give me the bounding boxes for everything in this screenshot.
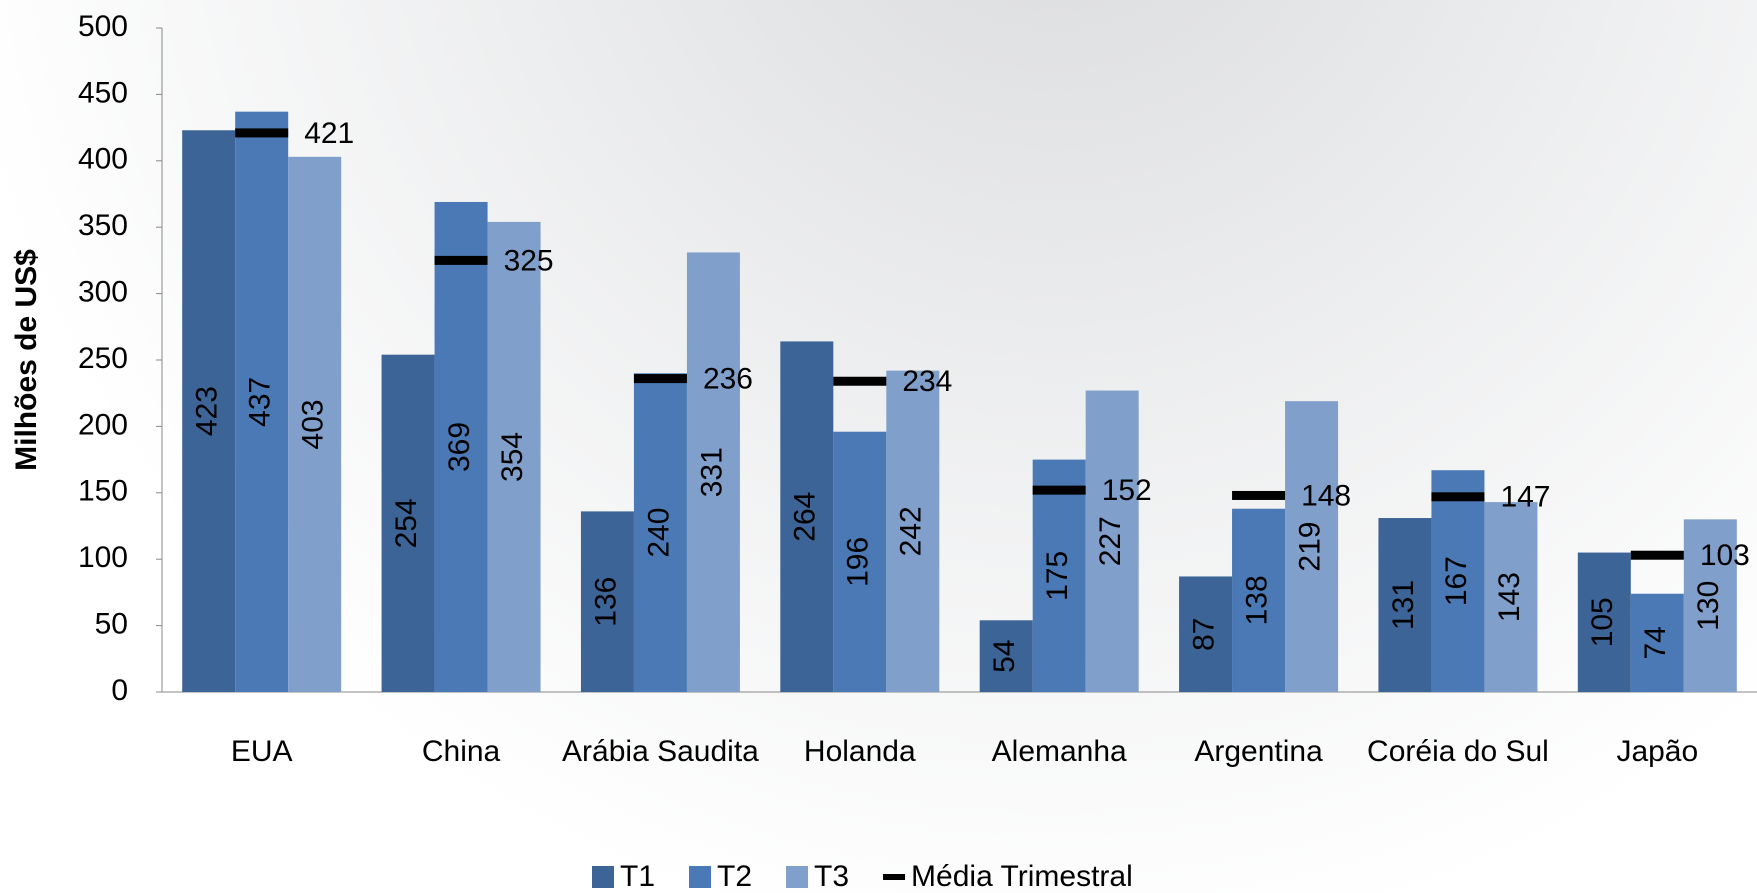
data-label: 227	[1094, 516, 1127, 566]
x-tick-label: Coréia do Sul	[1367, 735, 1549, 768]
bar	[1285, 401, 1339, 692]
data-label: 167	[1440, 556, 1473, 606]
y-axis-label: Milhões de US$	[10, 249, 43, 471]
bar	[686, 252, 740, 692]
bar	[979, 620, 1033, 692]
data-label: 264	[789, 492, 822, 542]
bar	[182, 130, 236, 693]
average-mark	[235, 128, 289, 138]
bar	[434, 201, 488, 692]
legend-swatch	[689, 866, 712, 888]
y-tick-label: 150	[78, 475, 128, 508]
bar	[1085, 390, 1139, 692]
legend-swatch	[592, 866, 614, 888]
x-tick-label: Arábia Saudita	[562, 735, 759, 768]
x-tick-label: EUA	[230, 735, 293, 768]
average-mark	[434, 255, 488, 265]
data-label: 54	[988, 639, 1021, 672]
data-label: 175	[1041, 551, 1074, 601]
data-label: 136	[589, 577, 622, 627]
legend-label: T1	[620, 860, 655, 893]
average-label: 236	[703, 363, 753, 396]
data-label: 131	[1387, 580, 1420, 630]
average-label: 325	[504, 244, 554, 277]
data-label: 240	[642, 508, 675, 558]
bar	[1484, 502, 1538, 692]
data-label: 138	[1240, 575, 1273, 625]
bar	[1431, 470, 1485, 692]
bar	[886, 370, 940, 692]
x-tick-label: Alemanha	[991, 735, 1127, 768]
data-label: 369	[443, 422, 476, 472]
average-mark	[1032, 485, 1086, 495]
bar	[235, 111, 289, 692]
bar	[381, 354, 435, 692]
data-label: 403	[297, 399, 330, 449]
bar	[288, 156, 342, 693]
bar	[633, 373, 687, 692]
data-label: 87	[1187, 618, 1220, 651]
bar	[1032, 459, 1086, 692]
y-tick-label: 250	[78, 342, 128, 375]
bar	[780, 341, 834, 692]
bar	[1630, 593, 1684, 692]
average-mark	[1630, 550, 1684, 560]
data-label: 331	[695, 447, 728, 497]
average-label: 152	[1102, 474, 1152, 507]
legend-label: T3	[814, 860, 849, 893]
data-label: 354	[496, 432, 529, 482]
x-tick-label: China	[421, 735, 501, 768]
data-label: 254	[390, 498, 423, 548]
y-tick-label: 500	[78, 10, 128, 43]
legend-swatch	[883, 874, 906, 880]
bar	[1577, 552, 1631, 692]
y-tick-label: 350	[78, 209, 128, 242]
bar	[1683, 519, 1737, 692]
average-label: 421	[304, 117, 354, 150]
y-tick-label: 100	[78, 541, 128, 574]
y-tick-label: 0	[111, 674, 128, 707]
bar	[1232, 508, 1286, 692]
bar	[1378, 518, 1432, 692]
average-mark	[1431, 492, 1485, 502]
data-label: 105	[1586, 597, 1619, 647]
average-mark	[633, 374, 687, 384]
bar	[580, 511, 634, 692]
average-mark	[833, 376, 887, 386]
data-label: 130	[1692, 581, 1725, 631]
data-label: 143	[1493, 572, 1526, 622]
x-tick-label: Holanda	[803, 735, 916, 768]
data-label: 423	[191, 386, 224, 436]
data-label: 219	[1293, 522, 1326, 572]
data-label: 437	[244, 377, 277, 427]
average-label: 147	[1500, 481, 1550, 514]
bar	[1179, 576, 1233, 692]
legend-label: T2	[717, 860, 752, 893]
y-tick-label: 200	[78, 408, 128, 441]
data-label: 242	[895, 506, 928, 556]
average-mark	[1232, 490, 1286, 500]
average-label: 103	[1700, 539, 1750, 572]
y-tick-label: 400	[78, 143, 128, 176]
x-tick-label: Japão	[1616, 735, 1699, 768]
x-tick-label: Argentina	[1194, 735, 1323, 768]
average-label: 234	[902, 365, 952, 398]
data-label: 74	[1639, 626, 1672, 659]
y-tick-label: 450	[78, 76, 128, 109]
legend-swatch	[786, 866, 809, 888]
data-label: 196	[842, 537, 875, 587]
bar	[833, 431, 887, 692]
bar	[487, 221, 541, 692]
y-tick-label: 300	[78, 276, 128, 309]
average-label: 148	[1301, 479, 1351, 512]
legend-label: Média Trimestral	[911, 860, 1133, 893]
y-tick-label: 50	[95, 608, 128, 641]
